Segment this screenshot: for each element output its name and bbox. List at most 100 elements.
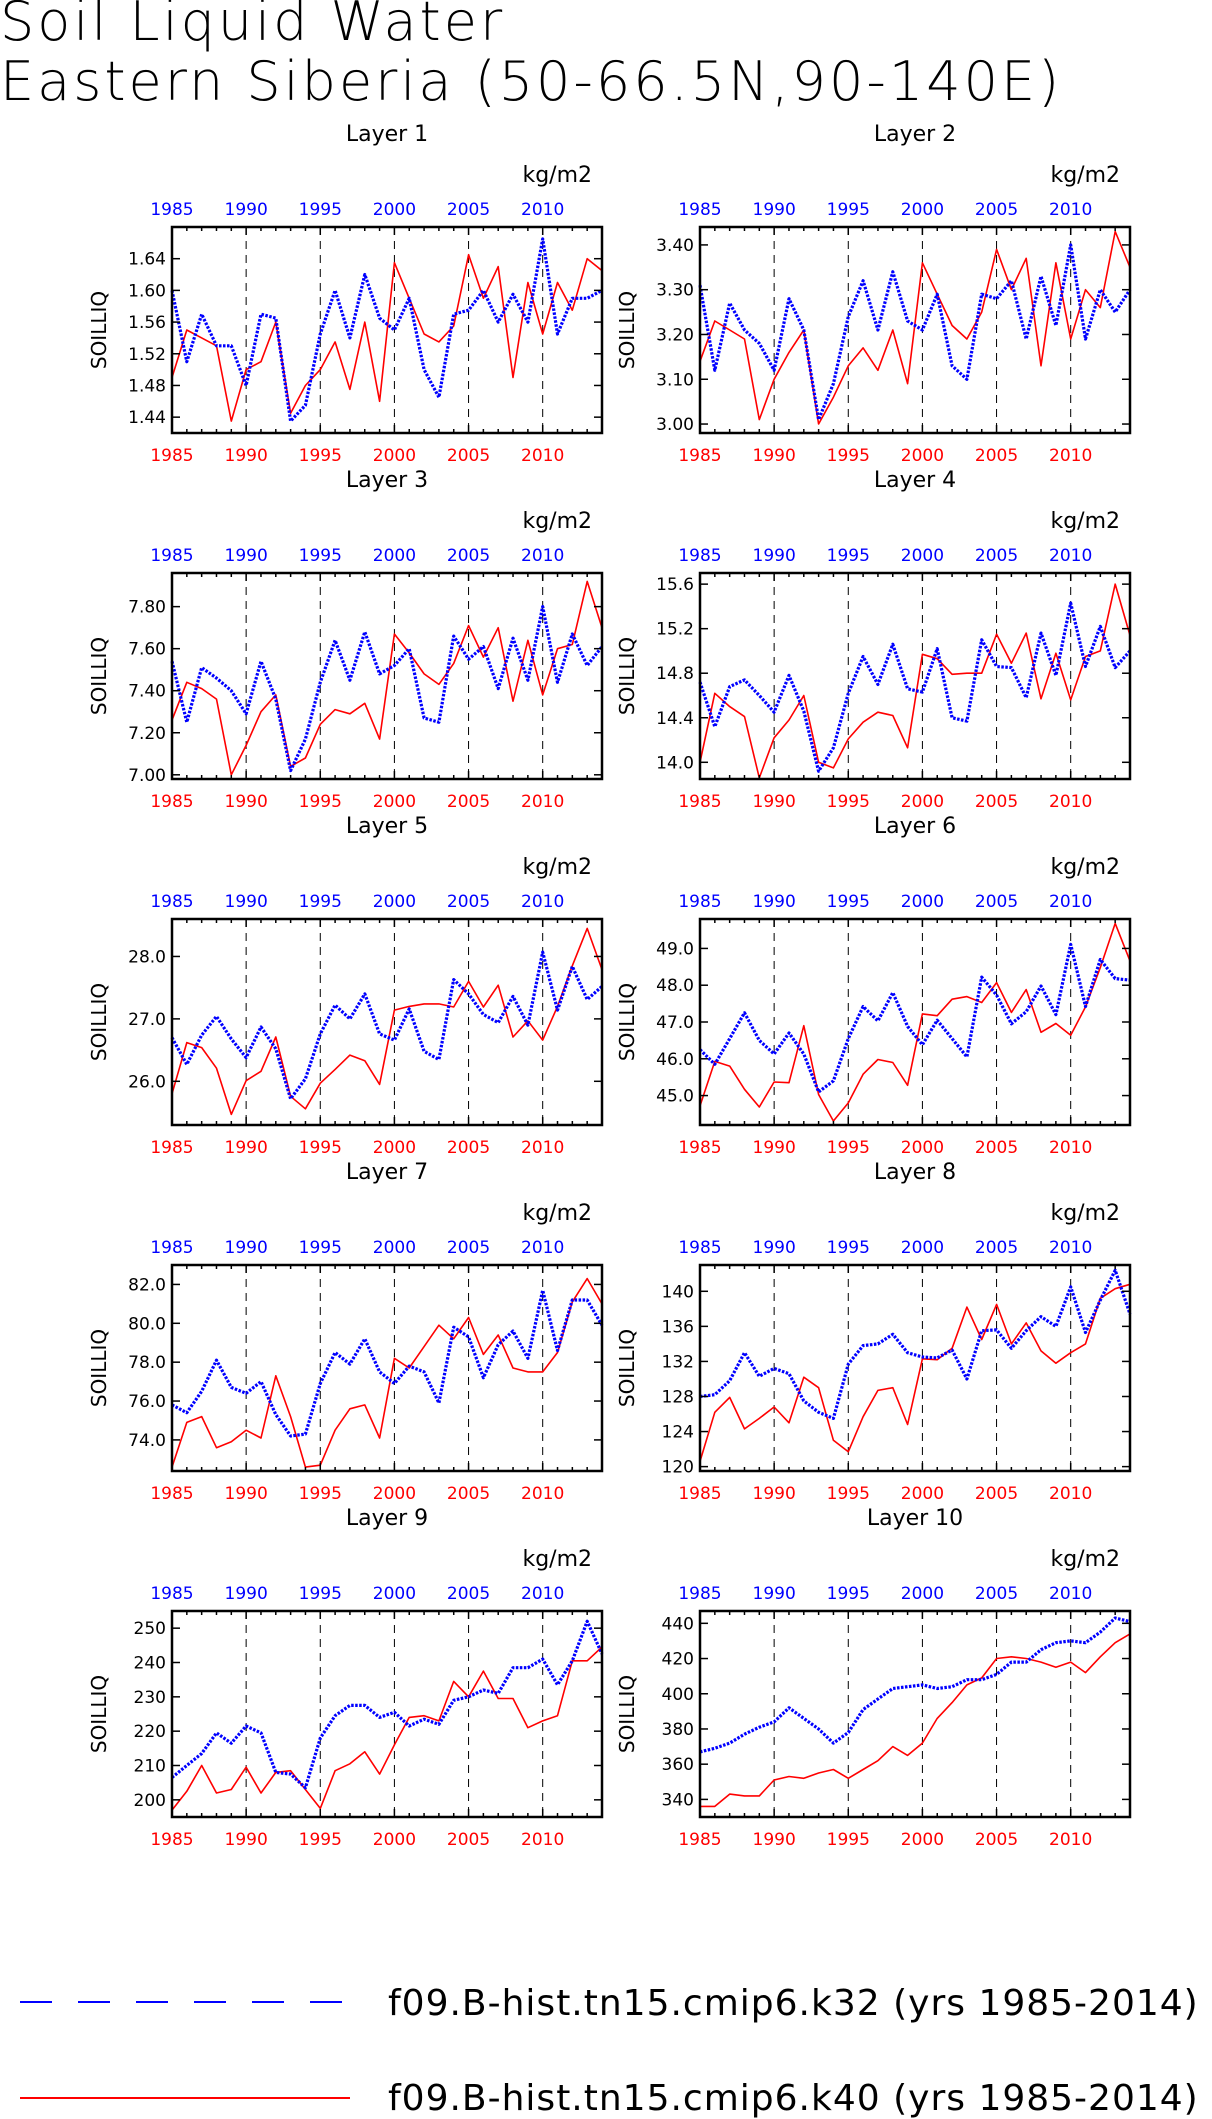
x-tick-label-top: 1985	[150, 892, 193, 912]
series-line-red	[699, 230, 1131, 425]
x-tick-label-bottom: 2010	[1049, 1484, 1092, 1504]
chart-panel-7: Layer 7 kg/m2 1985 1985 1990 1990 1995 1995 2000…	[87, 1160, 604, 1504]
x-tick-label-top: 2005	[975, 1238, 1018, 1258]
panel-unit-label: kg/m2	[522, 1547, 592, 1572]
panels-group: Layer 1 kg/m2 1985 1985 1990 1990 1995 1995 2000…	[87, 122, 1132, 1850]
x-tick-label-bottom: 2010	[521, 1484, 564, 1504]
x-tick-label-top: 2005	[447, 546, 490, 566]
x-tick-label-top: 2000	[901, 1584, 944, 1604]
x-tick-label-top: 1985	[678, 1584, 721, 1604]
y-tick-label: 14.4	[656, 709, 694, 729]
x-tick-label-top: 1985	[678, 892, 721, 912]
x-tick-label-bottom: 1995	[827, 1138, 870, 1158]
legend: f09.B-hist.tn15.cmip6.k32 (yrs 1985-2014…	[20, 1983, 1199, 2119]
plot-frame	[698, 917, 1132, 1127]
x-tick-label-bottom: 2010	[1049, 1830, 1092, 1850]
x-tick-label-top: 1985	[150, 1584, 193, 1604]
x-tick-label-top: 1995	[827, 546, 870, 566]
series-line-red	[699, 922, 1131, 1122]
x-tick-label-top: 1995	[827, 1238, 870, 1258]
chart-panel-3: Layer 3 kg/m2 1985 1985 1990 1990 1995 1995 2000…	[87, 468, 604, 812]
y-tick-label: 3.20	[656, 325, 694, 345]
y-tick-label: 220	[134, 1722, 166, 1742]
x-tick-label-bottom: 2005	[447, 1484, 490, 1504]
x-tick-label-top: 2005	[447, 1238, 490, 1258]
chart-panel-4: Layer 4 kg/m2 1985 1985 1990 1990 1995 1995 2000…	[615, 468, 1132, 812]
x-tick-label-top: 2000	[901, 546, 944, 566]
x-tick-label-top: 1995	[299, 200, 342, 220]
x-tick-label-top: 2000	[901, 1238, 944, 1258]
x-tick-label-bottom: 2005	[447, 446, 490, 466]
series-line-blue	[699, 1616, 1131, 1754]
y-tick-label: 28.0	[128, 947, 166, 967]
x-tick-label-top: 2005	[447, 1584, 490, 1604]
x-tick-label-top: 1990	[753, 1238, 796, 1258]
y-tick-label: 14.0	[656, 753, 694, 773]
x-tick-label-top: 1990	[225, 1584, 268, 1604]
x-tick-label-top: 2000	[901, 892, 944, 912]
series-line-blue	[698, 601, 1132, 773]
y-tick-label: 140	[662, 1282, 694, 1302]
chart-panel-9: Layer 9 kg/m2 1985 1985 1990 1990 1995 1995 2000…	[87, 1506, 604, 1850]
x-tick-label-bottom: 2000	[901, 1830, 944, 1850]
x-tick-label-top: 1995	[827, 1584, 870, 1604]
y-tick-label: 76.0	[128, 1392, 166, 1412]
panel-unit-label: kg/m2	[1050, 1201, 1120, 1226]
x-tick-label-top: 2005	[975, 892, 1018, 912]
x-tick-label-bottom: 2005	[975, 1484, 1018, 1504]
x-tick-label-top: 1985	[150, 1238, 193, 1258]
x-tick-label-top: 1985	[150, 546, 193, 566]
panel-unit-label: kg/m2	[522, 163, 592, 188]
panel-title: Layer 10	[867, 1506, 963, 1531]
y-tick-label: 15.6	[656, 575, 694, 595]
x-tick-label-top: 2010	[521, 200, 564, 220]
y-tick-label: 78.0	[128, 1353, 166, 1373]
x-tick-label-top: 2005	[447, 892, 490, 912]
y-tick-label: 48.0	[656, 976, 694, 996]
legend-label-red: f09.B-hist.tn15.cmip6.k40 (yrs 1985-2014…	[388, 2078, 1199, 2119]
x-tick-label-bottom: 2005	[975, 1138, 1018, 1158]
panel-unit-label: kg/m2	[1050, 509, 1120, 534]
x-tick-label-top: 1985	[150, 200, 193, 220]
x-tick-label-bottom: 2000	[373, 1138, 416, 1158]
panel-title: Layer 6	[874, 814, 956, 839]
series-line-blue	[170, 237, 603, 423]
x-tick-label-top: 2000	[373, 200, 416, 220]
panel-title: Layer 4	[874, 468, 956, 493]
y-tick-label: 3.00	[656, 415, 694, 435]
y-tick-label: 136	[662, 1317, 694, 1337]
y-tick-label: 7.00	[128, 766, 166, 786]
series-line-red	[171, 253, 603, 422]
x-tick-label-top: 2000	[373, 1238, 416, 1258]
x-tick-label-bottom: 1990	[753, 1830, 796, 1850]
x-tick-label-bottom: 2005	[447, 1138, 490, 1158]
plot-frame	[170, 1263, 604, 1473]
y-tick-label: 1.64	[128, 250, 166, 270]
y-axis-label: SOILLIQ	[615, 637, 639, 715]
y-tick-label: 7.20	[128, 724, 166, 744]
y-axis-label: SOILLIQ	[87, 637, 111, 715]
x-tick-label-bottom: 2010	[1049, 1138, 1092, 1158]
y-tick-label: 49.0	[656, 939, 694, 959]
x-tick-label-bottom: 1985	[150, 1830, 193, 1850]
x-tick-label-top: 1995	[299, 892, 342, 912]
x-tick-label-bottom: 1985	[150, 792, 193, 812]
series-line-red	[171, 1277, 603, 1468]
series-line-blue	[170, 1619, 604, 1790]
y-axis-label: SOILLIQ	[87, 1675, 111, 1753]
y-tick-label: 7.60	[128, 640, 166, 660]
x-tick-label-top: 2010	[1049, 546, 1092, 566]
x-tick-label-top: 2005	[975, 546, 1018, 566]
x-tick-label-top: 1990	[753, 1584, 796, 1604]
x-tick-label-top: 2005	[975, 1584, 1018, 1604]
panel-unit-label: kg/m2	[1050, 163, 1120, 188]
x-tick-label-top: 2000	[901, 200, 944, 220]
x-tick-label-bottom: 1985	[150, 1484, 193, 1504]
x-tick-label-bottom: 2005	[975, 1830, 1018, 1850]
x-tick-label-top: 2010	[1049, 892, 1092, 912]
x-tick-label-top: 1995	[299, 1238, 342, 1258]
x-tick-label-bottom: 1990	[225, 1484, 268, 1504]
y-tick-label: 380	[662, 1720, 694, 1740]
series-line-red	[699, 1283, 1131, 1462]
